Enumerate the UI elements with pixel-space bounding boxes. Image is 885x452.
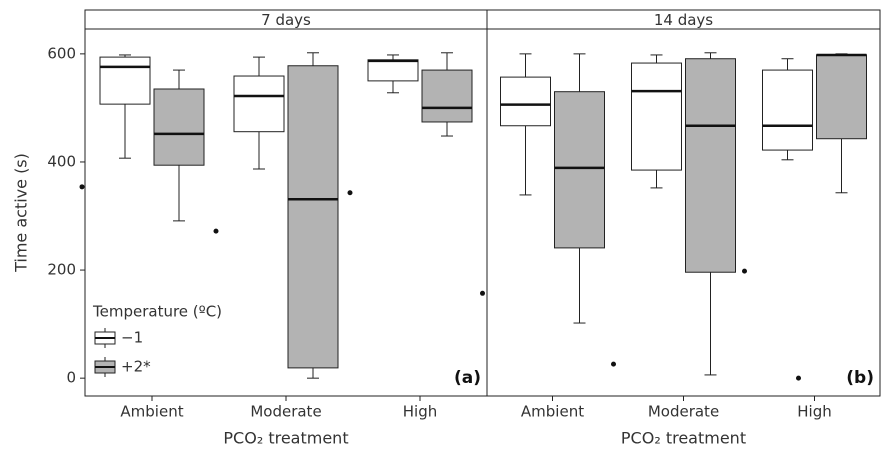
box	[287, 65, 339, 369]
box	[500, 76, 551, 127]
panel-title: 14 days	[654, 11, 713, 29]
x-tick-label: High	[797, 403, 831, 421]
outlier	[213, 228, 219, 234]
legend-label: +2*	[121, 358, 151, 376]
panel-label: (a)	[454, 368, 481, 388]
legend-title: Temperature (ºC)	[92, 303, 222, 321]
box	[685, 58, 736, 273]
outlier	[79, 184, 85, 190]
box	[367, 59, 419, 82]
outlier	[347, 190, 353, 196]
box	[421, 69, 473, 123]
outlier	[742, 268, 747, 274]
x-axis-label: PCO₂ treatment	[223, 429, 348, 448]
x-tick-label: Ambient	[521, 403, 584, 421]
x-axis-label: PCO₂ treatment	[621, 429, 746, 448]
y-tick-label: 400	[47, 152, 76, 170]
y-tick-label: 0	[66, 369, 76, 387]
outlier	[611, 361, 616, 367]
box	[153, 88, 205, 166]
box	[233, 75, 285, 133]
box	[762, 69, 813, 151]
box	[631, 62, 682, 171]
box	[554, 91, 605, 249]
x-tick-label: Moderate	[250, 403, 321, 421]
outlier	[796, 375, 801, 381]
y-tick-label: 200	[47, 261, 76, 279]
panel-label: (b)	[846, 368, 874, 388]
panel-title: 7 days	[261, 11, 311, 29]
x-tick-label: High	[403, 403, 437, 421]
outlier	[480, 290, 485, 296]
box	[816, 54, 867, 140]
y-axis-label: Time active (s)	[12, 153, 31, 273]
x-tick-label: Moderate	[648, 403, 719, 421]
box	[99, 56, 151, 105]
x-tick-label: Ambient	[120, 403, 183, 421]
legend-label: −1	[121, 329, 143, 347]
y-tick-label: 600	[47, 44, 76, 62]
